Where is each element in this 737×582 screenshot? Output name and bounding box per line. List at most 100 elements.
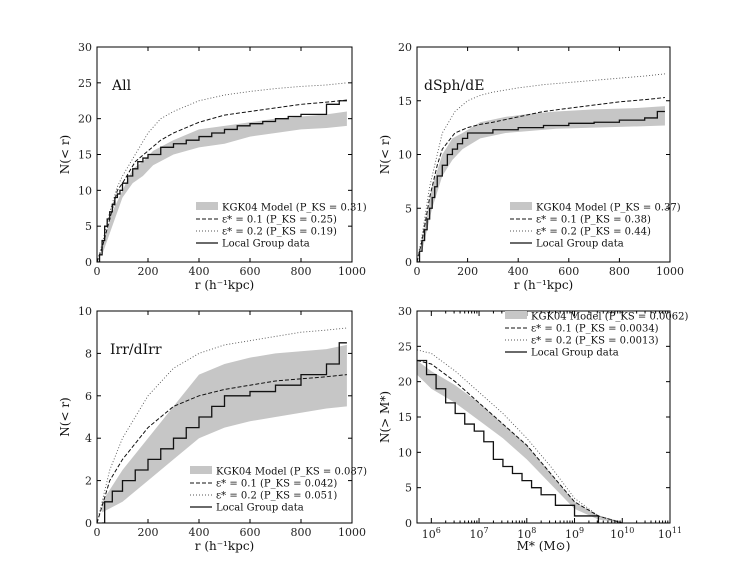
y-tick-label: 6 bbox=[85, 390, 92, 403]
panel-all: 0 5 10 15 20 25 30 0 200 400 600 800 1000 r (h⁻¹kpc) N… bbox=[58, 41, 367, 292]
legend-eps02-label: ε* = 0.2 (P_KS = 0.19) bbox=[222, 227, 337, 238]
legend: KGK04 Model (P_KS = 0.37)ε* = 0.1 (P_KS … bbox=[510, 202, 681, 250]
x-tick-exponent: 8 bbox=[531, 526, 536, 535]
y-tick-label: 4 bbox=[85, 432, 92, 445]
y-tick-label: 10 bbox=[78, 305, 92, 318]
panel-irr: 0 2 4 6 8 10 0 200 400 600 800 1000 r (h⁻¹kpc) N(< r)… bbox=[58, 305, 367, 553]
y-tick-label: 20 bbox=[78, 113, 92, 126]
legend-eps02-label: ε* = 0.2 (P_KS = 0.051) bbox=[216, 491, 337, 502]
y-tick-label: 5 bbox=[85, 220, 92, 233]
x-tick-label: 0 bbox=[94, 526, 101, 539]
legend-data-label: Local Group data bbox=[222, 239, 310, 250]
x-tick-label: 0 bbox=[94, 265, 101, 278]
y-tick-label: 30 bbox=[78, 41, 92, 54]
x-tick-label: 600 bbox=[240, 526, 261, 539]
x-tick-exponent: 10 bbox=[624, 526, 634, 535]
x-tick-label: 108 bbox=[517, 526, 536, 541]
local-group-line bbox=[97, 100, 347, 262]
y-tick-label: 0 bbox=[405, 256, 412, 269]
x-tick-label: 800 bbox=[609, 265, 630, 278]
y-tick-label: 8 bbox=[85, 347, 92, 360]
legend: KGK04 Model (P_KS = 0.087)ε* = 0.1 (P_KS… bbox=[190, 466, 367, 514]
y-tick-label: 2 bbox=[85, 475, 92, 488]
x-tick-label: 0 bbox=[414, 265, 421, 278]
local-group-line bbox=[417, 110, 665, 262]
panel-label: All bbox=[111, 78, 132, 94]
x-axis-label: r (h⁻¹kpc) bbox=[195, 278, 254, 292]
x-axis-label: r (h⁻¹kpc) bbox=[195, 539, 254, 553]
x-tick-label: 1000 bbox=[656, 265, 684, 278]
local-group-line bbox=[102, 342, 347, 523]
y-tick-label: 25 bbox=[398, 340, 412, 353]
local-group-line bbox=[417, 359, 600, 523]
legend-band-label: KGK04 Model (P_KS = 0.37) bbox=[536, 203, 681, 214]
y-axis-label: N(< r) bbox=[378, 135, 392, 174]
legend-model-swatch bbox=[190, 466, 212, 474]
x-tick-label: 1000 bbox=[338, 265, 366, 278]
x-tick-label: 400 bbox=[189, 265, 210, 278]
eps02-line bbox=[97, 82, 347, 262]
x-axis-label: r (h⁻¹kpc) bbox=[514, 278, 573, 292]
legend-eps02-label: ε* = 0.2 (P_KS = 0.0013) bbox=[531, 336, 659, 347]
legend-band-label: KGK04 Model (P_KS = 0.0062) bbox=[531, 312, 688, 323]
legend-model-swatch bbox=[196, 202, 218, 210]
x-axis-label: M* (M⊙) bbox=[517, 539, 571, 553]
x-tick-base: 10 bbox=[610, 528, 624, 541]
panel-label: dSph/dE bbox=[424, 78, 484, 94]
x-tick-base: 10 bbox=[422, 528, 436, 541]
legend: KGK04 Model (P_KS = 0.31)ε* = 0.1 (P_KS … bbox=[196, 202, 367, 250]
model-band bbox=[102, 344, 347, 513]
y-axis-label: N(< r) bbox=[58, 397, 72, 436]
legend-eps01-label: ε* = 0.1 (P_KS = 0.0034) bbox=[531, 324, 659, 335]
y-tick-label: 10 bbox=[398, 149, 412, 162]
y-tick-label: 15 bbox=[398, 95, 412, 108]
panel-label: Irr/dIrr bbox=[110, 342, 162, 358]
legend-data-label: Local Group data bbox=[536, 239, 624, 250]
legend-model-swatch bbox=[510, 202, 532, 210]
y-tick-label: 0 bbox=[85, 517, 92, 530]
x-tick-label: 800 bbox=[291, 526, 312, 539]
axes-frame bbox=[96, 310, 353, 524]
y-tick-label: 15 bbox=[78, 149, 92, 162]
legend-band-label: KGK04 Model (P_KS = 0.087) bbox=[216, 467, 367, 478]
x-tick-label: 400 bbox=[508, 265, 529, 278]
legend-data-label: Local Group data bbox=[216, 503, 304, 514]
y-tick-label: 15 bbox=[398, 411, 412, 424]
y-axis-label: N(> M*) bbox=[378, 391, 392, 443]
eps01-line bbox=[417, 97, 665, 262]
y-tick-label: 0 bbox=[405, 517, 412, 530]
y-axis-label: N(< r) bbox=[58, 135, 72, 174]
x-tick-base: 10 bbox=[565, 528, 579, 541]
legend-eps01-label: ε* = 0.1 (P_KS = 0.38) bbox=[536, 215, 651, 226]
x-tick-label: 1000 bbox=[338, 526, 366, 539]
x-tick-label: 200 bbox=[138, 526, 159, 539]
y-tick-label: 10 bbox=[398, 446, 412, 459]
x-tick-label: 200 bbox=[138, 265, 159, 278]
x-tick-base: 10 bbox=[658, 528, 672, 541]
x-tick-exponent: 11 bbox=[672, 526, 682, 535]
x-tick-label: 106 bbox=[422, 526, 441, 541]
x-tick-base: 10 bbox=[470, 528, 484, 541]
x-tick-base: 10 bbox=[517, 528, 531, 541]
x-tick-exponent: 6 bbox=[436, 526, 441, 535]
x-tick-label: 600 bbox=[240, 265, 261, 278]
plot-area bbox=[97, 82, 347, 262]
x-tick-label: 1010 bbox=[610, 526, 634, 541]
x-tick-label: 107 bbox=[470, 526, 489, 541]
y-tick-label: 10 bbox=[78, 184, 92, 197]
legend-eps01-label: ε* = 0.1 (P_KS = 0.25) bbox=[222, 215, 337, 226]
x-tick-label: 1011 bbox=[658, 526, 682, 541]
y-tick-label: 20 bbox=[398, 41, 412, 54]
x-tick-exponent: 7 bbox=[484, 526, 489, 535]
y-tick-label: 5 bbox=[405, 202, 412, 215]
legend-eps02-label: ε* = 0.2 (P_KS = 0.44) bbox=[536, 227, 651, 238]
y-tick-label: 5 bbox=[405, 482, 412, 495]
y-tick-label: 0 bbox=[85, 256, 92, 269]
legend-eps01-label: ε* = 0.1 (P_KS = 0.042) bbox=[216, 479, 337, 490]
legend-band-label: KGK04 Model (P_KS = 0.31) bbox=[222, 203, 367, 214]
legend-model-swatch bbox=[505, 311, 527, 319]
eps01-line bbox=[417, 359, 623, 523]
